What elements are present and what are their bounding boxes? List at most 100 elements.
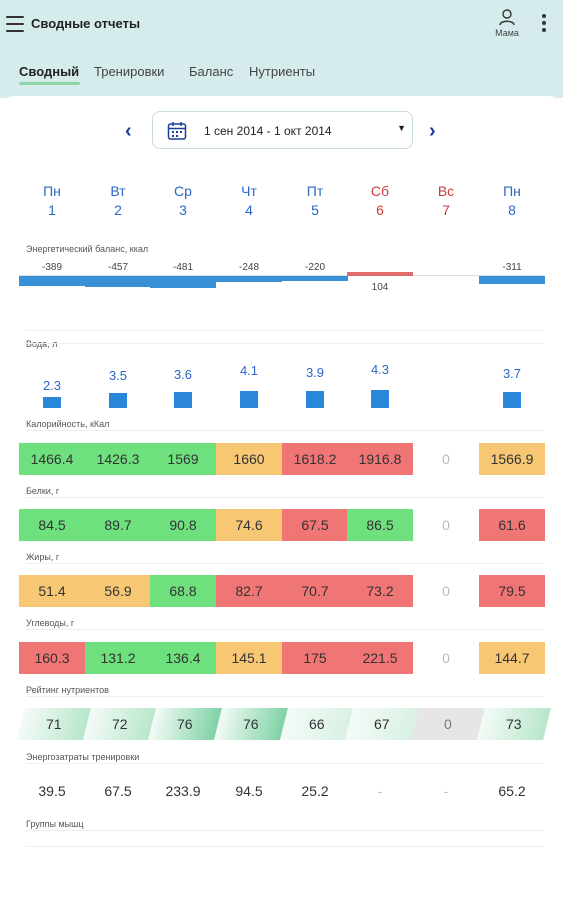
fat-cell: 73.2	[347, 575, 413, 607]
day-header[interactable]: Чт 4	[216, 182, 282, 220]
day-name: Вт	[110, 183, 126, 199]
balance-bar	[282, 276, 348, 281]
balance-bar	[216, 276, 282, 282]
user-profile-button[interactable]: Мама	[486, 8, 528, 38]
expenditure-label: Энергозатраты тренировки	[26, 752, 140, 762]
rating-value: 66	[309, 716, 325, 732]
water-value: 4.1	[239, 363, 259, 378]
divider	[26, 696, 544, 697]
fat-cell: 51.4	[19, 575, 85, 607]
divider	[26, 330, 544, 331]
day-name: Чт	[241, 183, 257, 199]
tab-nutrients[interactable]: Нутриенты	[249, 64, 316, 79]
divider	[26, 343, 544, 344]
balance-baseline	[19, 275, 544, 276]
prev-period-chevron-left-icon[interactable]: ‹	[125, 120, 132, 142]
day-header[interactable]: Ср 3	[150, 182, 216, 220]
balance-value: -457	[107, 262, 128, 273]
balance-value: -248	[238, 262, 259, 273]
expenditure-value: -	[443, 783, 449, 799]
rating-value: 71	[46, 716, 62, 732]
water-glass-icon	[371, 390, 389, 408]
balance-value: -481	[172, 262, 193, 273]
calories-cell: 1660	[216, 443, 282, 475]
rating-value: 72	[112, 716, 128, 732]
rating-cell: 72	[83, 708, 157, 740]
rating-cell: 66	[280, 708, 354, 740]
rating-value: 76	[243, 716, 259, 732]
rating-value: 0	[444, 716, 452, 732]
user-name: Мама	[495, 28, 519, 38]
water-value: 4.3	[370, 362, 390, 377]
tab-summary[interactable]: Сводный	[19, 64, 80, 79]
carbs-cell: 136.4	[150, 642, 216, 674]
protein-cell: 89.7	[85, 509, 151, 541]
fat-cell: 79.5	[479, 575, 545, 607]
water-value: 3.7	[502, 366, 522, 381]
rating-value: 76	[177, 716, 193, 732]
balance-value: -389	[41, 262, 62, 273]
protein-label: Белки, г	[26, 486, 60, 496]
calories-cell: 1566.9	[479, 443, 545, 475]
protein-cell: 86.5	[347, 509, 413, 541]
carbs-cell: 0	[442, 650, 450, 666]
carbs-cell: 144.7	[479, 642, 545, 674]
day-header[interactable]: Сб 6	[347, 182, 413, 220]
water-value: 3.5	[108, 368, 128, 383]
app-bar: Сводные отчеты Мама	[0, 0, 563, 50]
fat-cell: 82.7	[216, 575, 282, 607]
day-header[interactable]: Пт 5	[282, 182, 348, 220]
dropdown-caret-icon: ▼	[397, 123, 406, 133]
carbs-cell: 160.3	[19, 642, 85, 674]
divider	[26, 563, 544, 564]
day-number: 1	[48, 202, 56, 218]
balance-bar	[85, 276, 151, 287]
day-header[interactable]: Пн 8	[479, 182, 545, 220]
expenditure-value: 25.2	[301, 783, 329, 799]
day-header[interactable]: Пн 1	[19, 182, 85, 220]
balance-value: 104	[371, 282, 389, 293]
water-glass-icon	[306, 391, 324, 408]
water-value: 2.3	[42, 378, 62, 393]
calories-label: Калорийность, кКал	[26, 419, 110, 429]
protein-cell: 61.6	[479, 509, 545, 541]
next-period-chevron-right-icon[interactable]: ›	[429, 120, 436, 142]
expenditure-value: 39.5	[38, 783, 66, 799]
fat-cell: 56.9	[85, 575, 151, 607]
tab-workouts[interactable]: Тренировки	[94, 64, 165, 79]
active-tab-indicator	[19, 82, 80, 85]
protein-cell: 67.5	[282, 509, 348, 541]
calories-cell: 1916.8	[347, 443, 413, 475]
expenditure-value: 67.5	[104, 783, 132, 799]
hamburger-menu-icon[interactable]	[6, 16, 24, 32]
report-content	[0, 96, 563, 900]
calendar-icon	[167, 122, 187, 140]
date-range-selector[interactable]: 1 сен 2014 - 1 окт 2014 ▼	[152, 111, 413, 149]
app-title: Сводные отчеты	[31, 16, 141, 31]
calories-cell: 0	[442, 451, 450, 467]
calories-cell: 1618.2	[282, 443, 348, 475]
day-number: 6	[376, 202, 384, 218]
protein-cell: 84.5	[19, 509, 85, 541]
rating-cell: 76	[214, 708, 288, 740]
water-label: Вода, л	[26, 339, 58, 349]
divider	[26, 629, 544, 630]
water-value: 3.6	[173, 367, 193, 382]
balance-bar	[479, 276, 545, 284]
protein-cell: 0	[442, 517, 450, 533]
carbs-cell: 145.1	[216, 642, 282, 674]
day-name: Ср	[174, 183, 192, 199]
balance-bar	[150, 276, 216, 288]
more-options-icon[interactable]	[537, 14, 551, 36]
carbs-label: Углеводы, г	[26, 618, 75, 628]
muscles-label: Группы мышц	[26, 819, 84, 829]
fat-label: Жиры, г	[26, 552, 60, 562]
day-number: 3	[179, 202, 187, 218]
day-header[interactable]: Вс 7	[413, 182, 479, 220]
rating-cell: 76	[148, 708, 222, 740]
tab-balance[interactable]: Баланс	[189, 64, 234, 79]
water-value: 3.9	[305, 365, 325, 380]
water-glass-icon	[174, 392, 192, 408]
day-number: 7	[442, 202, 450, 218]
day-header[interactable]: Вт 2	[85, 182, 151, 220]
